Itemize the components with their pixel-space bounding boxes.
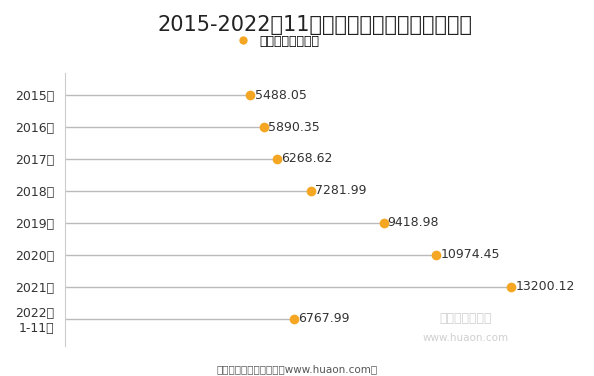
Legend: 成交面积（万㎡）: 成交面积（万㎡） — [226, 30, 324, 53]
Text: 制图：华经产业研究院（www.huaon.com）: 制图：华经产业研究院（www.huaon.com） — [216, 364, 378, 374]
Text: www.huaon.com: www.huaon.com — [422, 333, 508, 343]
Text: 6268.62: 6268.62 — [281, 153, 332, 165]
Text: 9418.98: 9418.98 — [387, 217, 439, 229]
Text: 10974.45: 10974.45 — [440, 249, 500, 261]
Text: 5890.35: 5890.35 — [268, 120, 320, 133]
Text: 6767.99: 6767.99 — [298, 312, 349, 325]
Text: 7281.99: 7281.99 — [315, 185, 366, 197]
Title: 2015-2022年11月贵州省成交土地面积统计图: 2015-2022年11月贵州省成交土地面积统计图 — [157, 15, 473, 35]
Text: 13200.12: 13200.12 — [516, 280, 575, 293]
Text: 华经产业研究院: 华经产业研究院 — [439, 312, 492, 325]
Text: 5488.05: 5488.05 — [254, 88, 307, 102]
